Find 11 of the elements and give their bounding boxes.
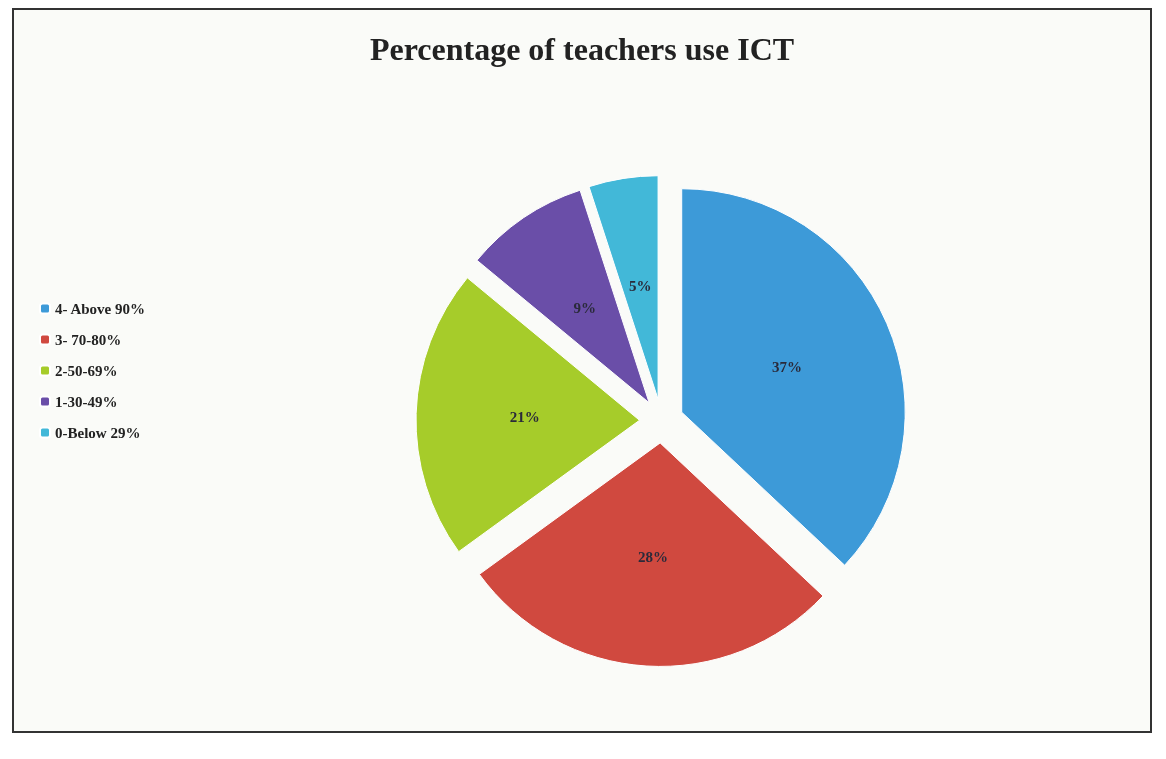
- data-label: 5%: [628, 277, 652, 294]
- legend-label: 2-50-69%: [55, 362, 118, 379]
- data-label: 21%: [509, 408, 540, 425]
- chart-title: Percentage of teachers use ICT: [369, 31, 795, 67]
- legend-label: 4- Above 90%: [55, 300, 145, 317]
- data-label: 28%: [637, 549, 668, 566]
- legend-label: 1-30-49%: [55, 393, 118, 410]
- legend-label: 0-Below 29%: [55, 424, 141, 441]
- data-label: 37%: [772, 358, 803, 375]
- legend-label: 3- 70-80%: [55, 331, 122, 348]
- data-label: 9%: [573, 299, 596, 316]
